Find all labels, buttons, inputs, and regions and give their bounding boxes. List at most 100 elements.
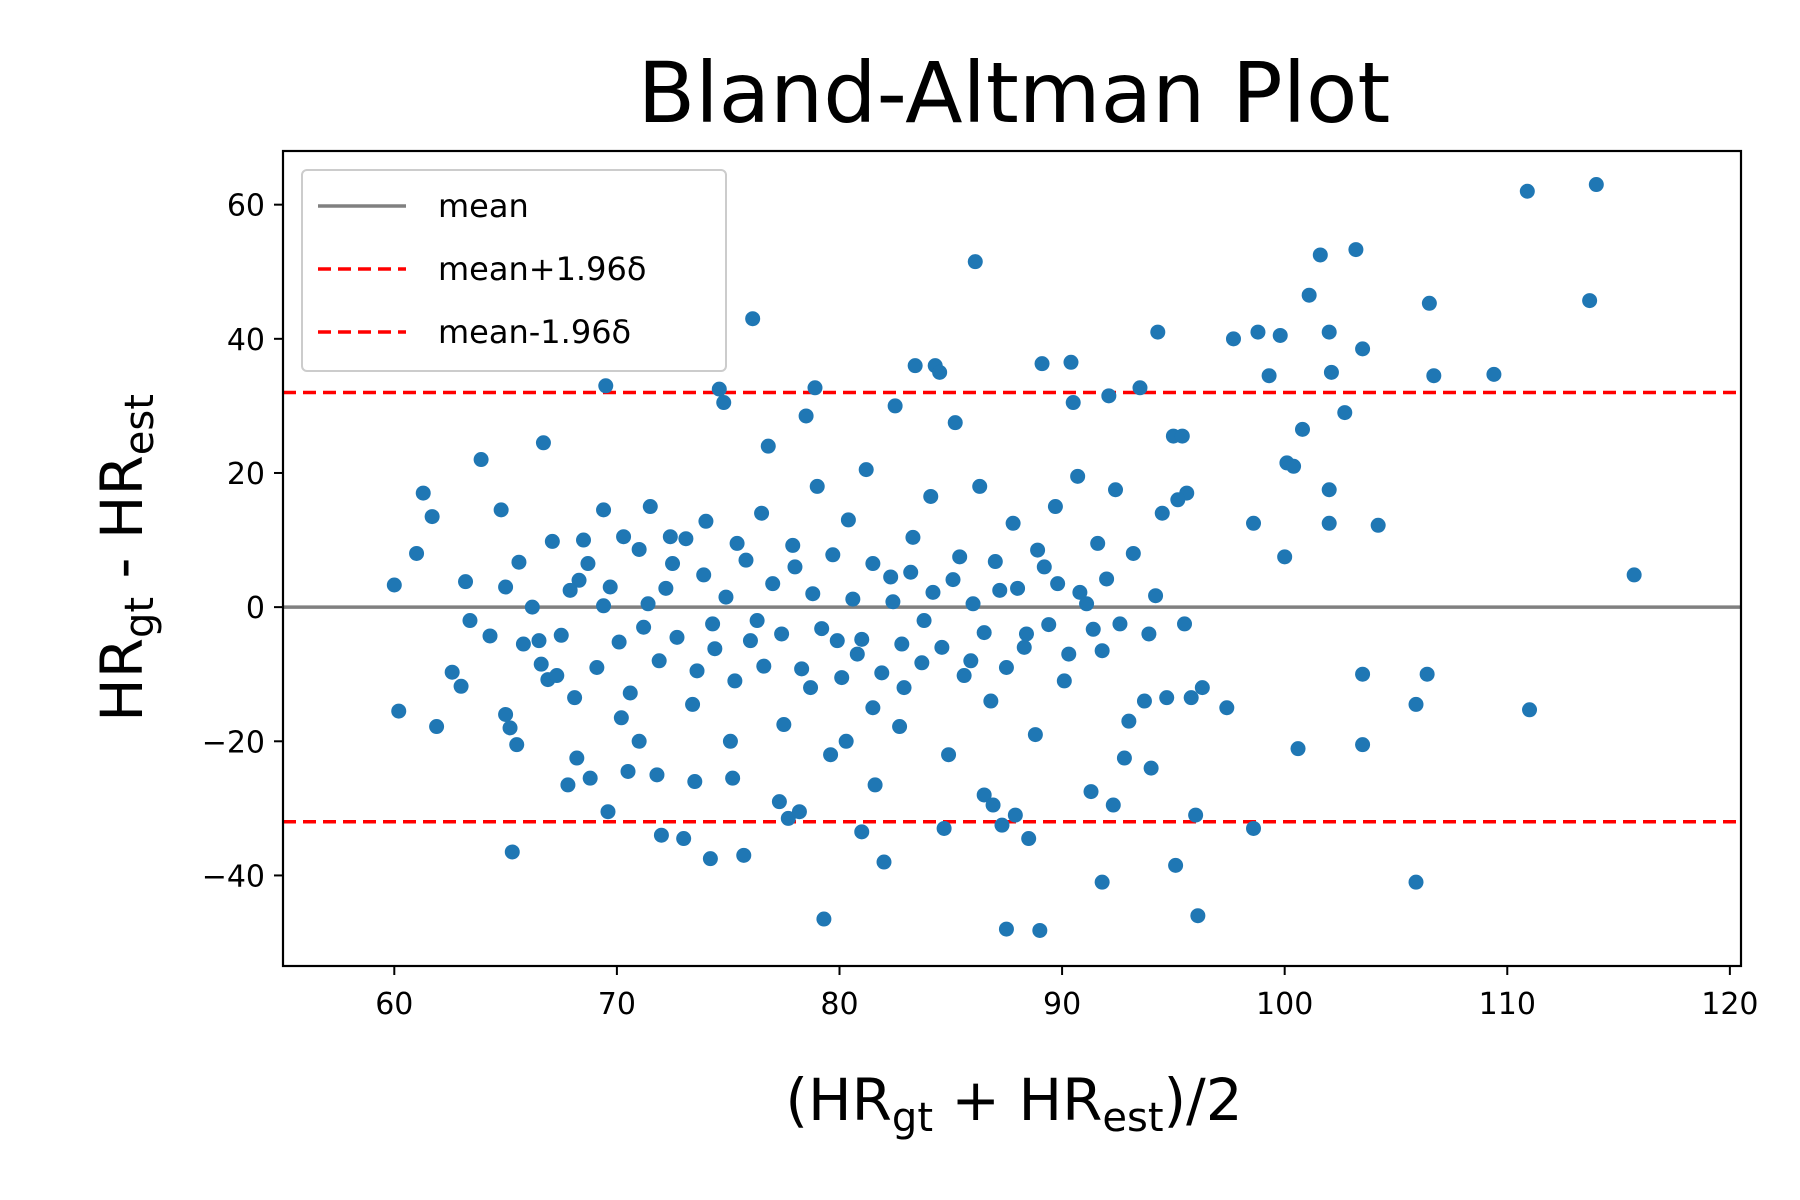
data-point: [1083, 784, 1099, 800]
data-point: [571, 572, 587, 588]
data-point: [774, 626, 790, 642]
data-point: [596, 502, 612, 518]
data-point: [535, 435, 551, 451]
data-point: [838, 733, 854, 749]
data-point: [1370, 517, 1386, 533]
data-point: [998, 921, 1014, 937]
data-point: [809, 478, 825, 494]
legend-label-2: mean-1.96δ: [438, 313, 631, 351]
data-point: [1321, 324, 1337, 340]
data-point: [1005, 515, 1021, 531]
data-point: [1321, 515, 1337, 531]
data-point: [754, 505, 770, 521]
data-point: [992, 582, 1008, 598]
y-tick-label: 20: [227, 457, 265, 492]
data-point: [1056, 673, 1072, 689]
data-point: [776, 717, 792, 733]
data-point: [972, 478, 988, 494]
data-point: [1159, 690, 1175, 706]
data-point: [865, 556, 881, 572]
data-point: [916, 613, 932, 629]
data-point: [707, 641, 723, 657]
data-point: [1588, 177, 1604, 193]
legend-label-1: mean+1.96δ: [438, 250, 646, 288]
data-point: [1183, 690, 1199, 706]
data-point: [865, 700, 881, 716]
legend-label-0: mean: [438, 187, 529, 225]
data-point: [653, 827, 669, 843]
y-tick-label: 60: [227, 189, 265, 224]
data-point: [600, 804, 616, 820]
x-axis: 60 70 80 90 100 110 120: [375, 966, 1759, 1022]
data-point: [1007, 807, 1023, 823]
y-axis-label: HRgt - HRest: [88, 394, 163, 722]
data-point: [676, 831, 692, 847]
data-point: [1125, 545, 1141, 561]
data-point: [1419, 666, 1435, 682]
data-point: [858, 462, 874, 478]
data-point: [386, 577, 402, 593]
data-point: [498, 579, 514, 595]
data-point: [760, 438, 776, 454]
data-point: [798, 408, 814, 424]
data-point: [531, 633, 547, 649]
data-point: [1290, 741, 1306, 757]
data-point: [631, 733, 647, 749]
data-point: [580, 556, 596, 572]
data-point: [493, 502, 509, 518]
data-point: [1061, 646, 1077, 662]
data-point: [1408, 696, 1424, 712]
data-point: [1094, 874, 1110, 890]
data-point: [1170, 492, 1186, 508]
data-point: [562, 582, 578, 598]
data-point: [1174, 428, 1190, 444]
data-point: [1337, 405, 1353, 421]
data-point: [602, 579, 618, 595]
data-point: [994, 817, 1010, 833]
data-point: [745, 311, 761, 327]
data-point: [903, 564, 919, 580]
data-point: [1348, 242, 1364, 258]
data-point: [1426, 368, 1442, 384]
data-point: [651, 653, 667, 669]
data-point: [998, 660, 1014, 676]
data-point: [1065, 395, 1081, 411]
data-point: [613, 710, 629, 726]
data-point: [567, 690, 583, 706]
data-point: [1225, 331, 1241, 347]
x-tick-label: 90: [1043, 987, 1081, 1022]
data-point: [515, 636, 531, 652]
data-point: [1085, 621, 1101, 637]
data-point: [1016, 639, 1032, 655]
data-point: [887, 398, 903, 414]
data-point: [934, 639, 950, 655]
data-point: [1355, 737, 1371, 753]
data-point: [725, 770, 741, 786]
data-point: [678, 531, 694, 547]
data-point: [771, 794, 787, 810]
data-point: [1421, 295, 1437, 311]
data-point: [611, 634, 627, 650]
data-point: [794, 661, 810, 677]
data-point: [429, 719, 445, 735]
data-point: [896, 680, 912, 696]
data-point: [1294, 421, 1310, 437]
data-point: [1522, 702, 1538, 718]
data-point: [642, 499, 658, 515]
data-point: [1136, 693, 1152, 709]
data-point: [1148, 588, 1164, 604]
data-point: [785, 537, 801, 553]
data-point: [662, 529, 678, 545]
data-point: [956, 668, 972, 684]
data-point: [696, 567, 712, 583]
data-point: [965, 596, 981, 612]
data-point: [816, 911, 832, 927]
data-point: [1582, 293, 1598, 309]
data-point: [391, 703, 407, 719]
data-point: [533, 656, 549, 672]
data-point: [458, 574, 474, 590]
data-point: [1032, 922, 1048, 938]
data-point: [1063, 354, 1079, 370]
data-point: [1408, 874, 1424, 890]
x-tick-label: 80: [820, 987, 858, 1022]
